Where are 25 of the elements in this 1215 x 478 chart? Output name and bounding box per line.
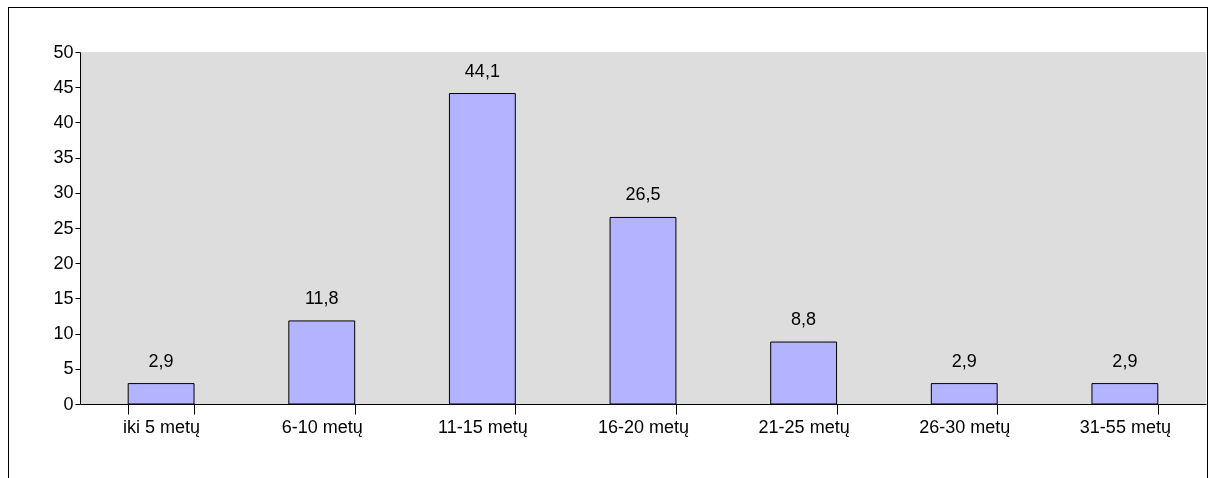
y-tick-label: 10 <box>53 323 74 344</box>
data-label: 11,8 <box>304 287 339 308</box>
y-tick-label: 40 <box>53 111 74 132</box>
y-tick-label: 15 <box>53 287 74 308</box>
data-label: 8,8 <box>791 309 817 330</box>
y-tick-label: 50 <box>53 41 74 62</box>
x-tick-label: 16-20 metų <box>597 416 690 437</box>
x-tick-label: 6-10 metų <box>281 416 363 437</box>
y-tick-label: 0 <box>63 393 74 414</box>
data-label: 44,1 <box>464 60 500 81</box>
x-tick-label: 21-25 metų <box>758 416 850 437</box>
y-tick-label: 45 <box>53 76 74 97</box>
y-tick-label: 20 <box>53 252 74 273</box>
x-tick-label: iki 5 metų <box>123 416 201 437</box>
y-tick-label: 35 <box>53 147 74 168</box>
x-tick-label: 26-30 metų <box>919 416 1011 437</box>
data-label: 2,9 <box>1112 350 1138 371</box>
y-tick-label: 30 <box>53 182 74 203</box>
y-tick-label: 5 <box>63 358 74 379</box>
x-tick-label: 11-15 metų <box>438 416 528 437</box>
x-tick-label: 31-55 metų <box>1079 416 1171 437</box>
data-label: 2,9 <box>951 350 977 371</box>
data-label: 2,9 <box>148 350 174 371</box>
data-label: 26,5 <box>625 184 661 205</box>
y-tick-label: 25 <box>53 217 74 238</box>
